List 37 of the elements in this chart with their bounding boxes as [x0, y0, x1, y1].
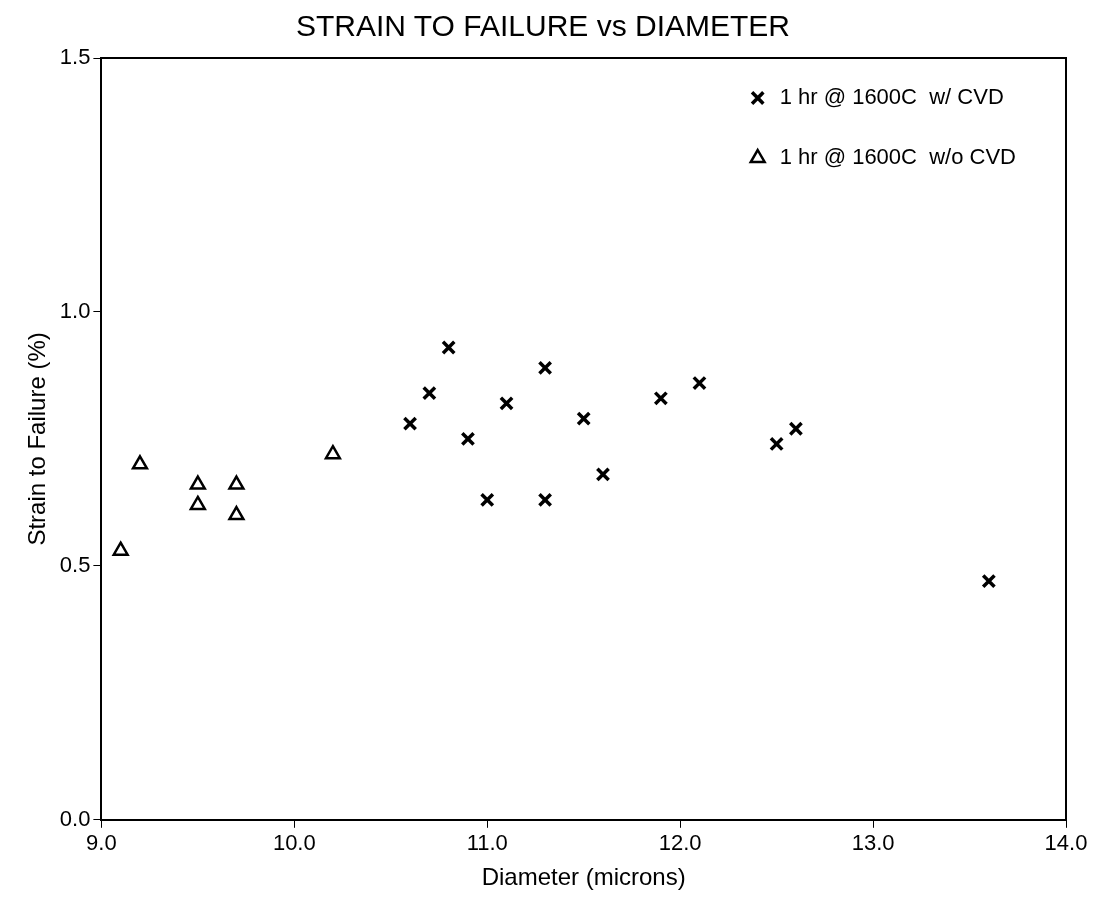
y-axis-title: Strain to Failure (%): [23, 332, 51, 546]
x-tick-label: 10.0: [272, 830, 316, 856]
point: [112, 541, 129, 556]
point: [595, 467, 611, 482]
point: [189, 495, 207, 511]
point: [228, 475, 245, 490]
y-tick-label: 0.5: [59, 551, 91, 577]
x-tick-label: 13.0: [851, 830, 895, 856]
chart-title: STRAIN TO FAILURE vs DIAMETER: [296, 9, 790, 43]
point: [653, 390, 669, 406]
legend-label: 1 hr @ 1600C w/ CVD: [779, 84, 1004, 110]
point: [324, 444, 342, 460]
point: [479, 492, 495, 508]
y-tick-label: 1.5: [59, 44, 91, 70]
y-tick-label: 1.0: [59, 298, 91, 323]
x-tick-label: 12.0: [658, 830, 702, 856]
point: [576, 411, 592, 426]
point: [537, 360, 553, 376]
point: [769, 436, 785, 452]
point: [981, 573, 997, 589]
point: [537, 492, 553, 508]
x-axis-title: Diameter (microns): [481, 863, 686, 891]
point: [421, 385, 437, 401]
point: [228, 505, 245, 521]
legend-label: 1 hr @ 1600C w/o CVD: [779, 144, 1017, 170]
x-tick-label: 9.0: [86, 830, 117, 856]
point: [499, 395, 514, 411]
point: [692, 375, 707, 391]
point: [788, 421, 804, 437]
x-tick-label: 14.0: [1044, 830, 1088, 856]
point: [460, 431, 476, 447]
point: [131, 455, 149, 470]
x-tick-label: 11.0: [466, 830, 508, 856]
y-tick-label: 0.0: [59, 805, 91, 831]
point: [402, 416, 418, 432]
point: [441, 340, 457, 355]
point: [189, 475, 207, 490]
